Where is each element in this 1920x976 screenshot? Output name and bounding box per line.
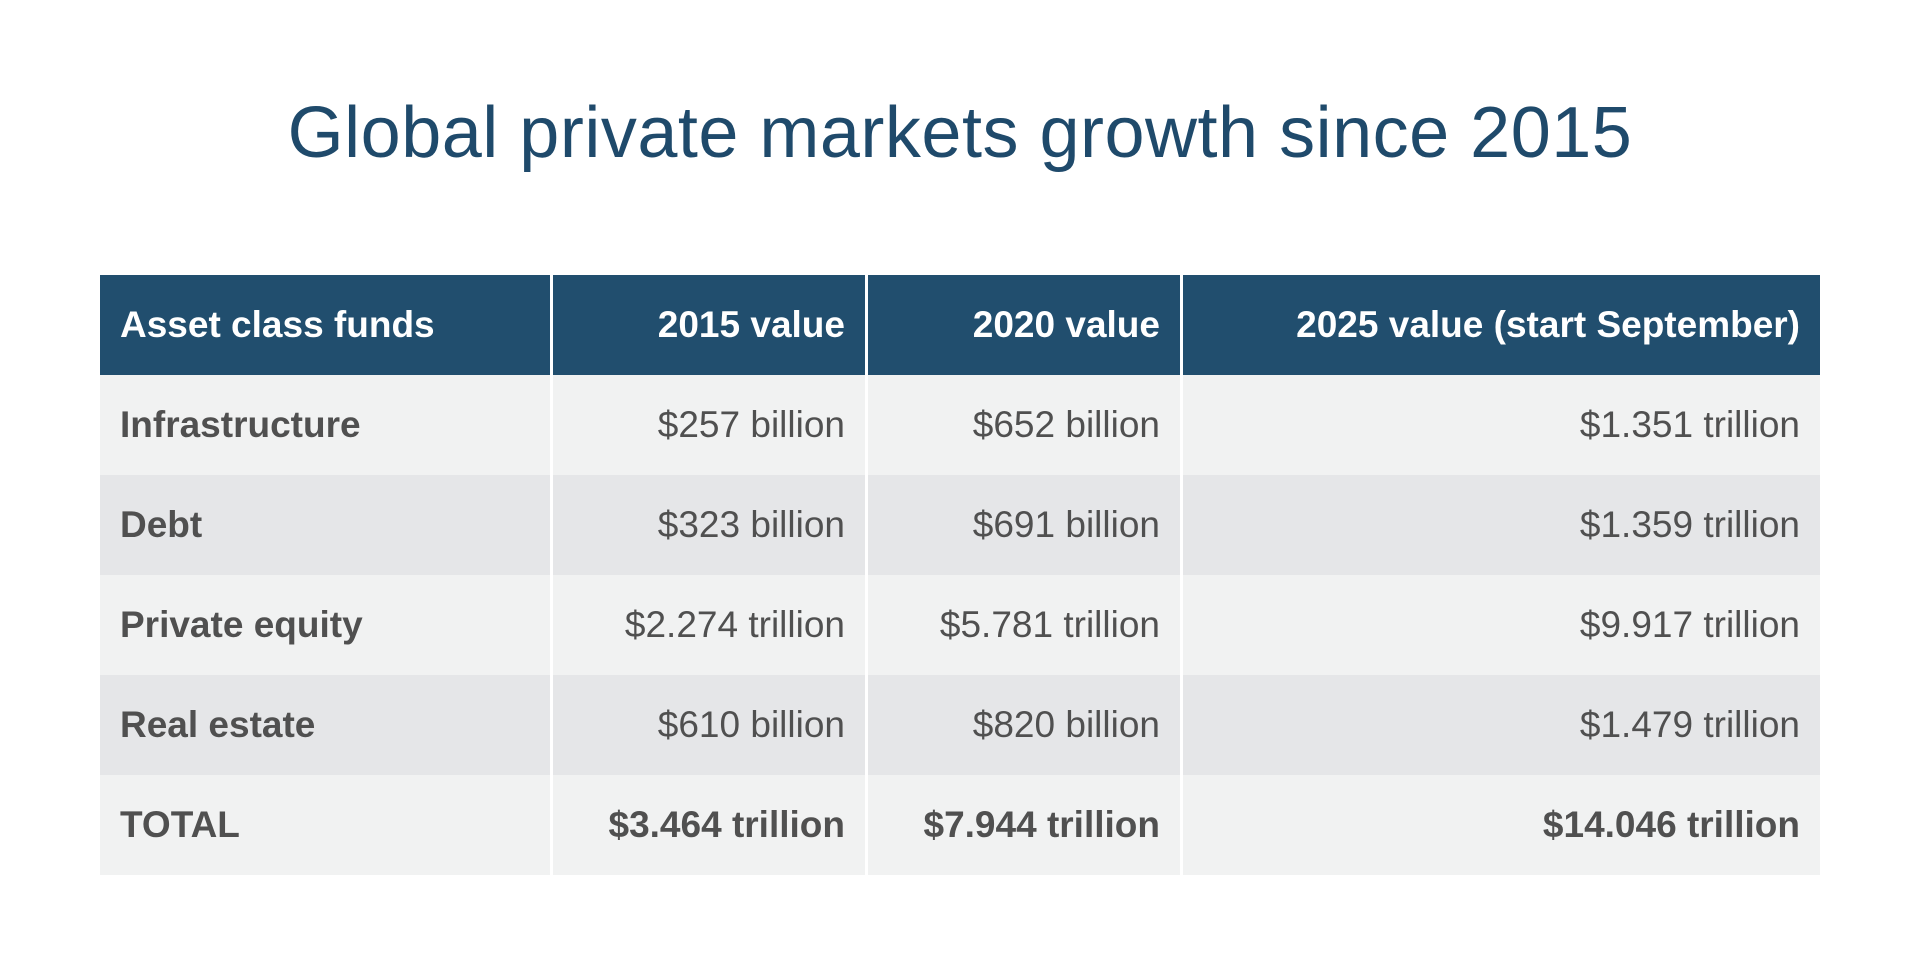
cell-2020: $820 billion	[865, 675, 1180, 775]
cell-2025: $1.479 trillion	[1180, 675, 1820, 775]
row-label: Infrastructure	[100, 375, 550, 475]
row-label: Private equity	[100, 575, 550, 675]
cell-2025: $9.917 trillion	[1180, 575, 1820, 675]
table-row-private-equity: Private equity $2.274 trillion $5.781 tr…	[100, 575, 1820, 675]
row-label: Real estate	[100, 675, 550, 775]
cell-2020: $652 billion	[865, 375, 1180, 475]
page-title: Global private markets growth since 2015	[287, 93, 1633, 173]
cell-2025: $1.351 trillion	[1180, 375, 1820, 475]
table-row-debt: Debt $323 billion $691 billion $1.359 tr…	[100, 475, 1820, 575]
cell-2015: $2.274 trillion	[550, 575, 865, 675]
cell-2020: $7.944 trillion	[865, 775, 1180, 875]
cell-2015: $323 billion	[550, 475, 865, 575]
cell-2015: $610 billion	[550, 675, 865, 775]
column-header-2015: 2015 value	[550, 275, 865, 375]
cell-2020: $691 billion	[865, 475, 1180, 575]
row-label: TOTAL	[100, 775, 550, 875]
table-row-infrastructure: Infrastructure $257 billion $652 billion…	[100, 375, 1820, 475]
table-row-real-estate: Real estate $610 billion $820 billion $1…	[100, 675, 1820, 775]
cell-2015: $257 billion	[550, 375, 865, 475]
cell-2015: $3.464 trillion	[550, 775, 865, 875]
column-header-asset-class: Asset class funds	[100, 275, 550, 375]
row-label: Debt	[100, 475, 550, 575]
cell-2025: $14.046 trillion	[1180, 775, 1820, 875]
asset-growth-table: Asset class funds 2015 value 2020 value …	[100, 275, 1820, 875]
column-header-2020: 2020 value	[865, 275, 1180, 375]
table-header-row: Asset class funds 2015 value 2020 value …	[100, 275, 1820, 375]
cell-2025: $1.359 trillion	[1180, 475, 1820, 575]
cell-2020: $5.781 trillion	[865, 575, 1180, 675]
table-row-total: TOTAL $3.464 trillion $7.944 trillion $1…	[100, 775, 1820, 875]
column-header-2025: 2025 value (start September)	[1180, 275, 1820, 375]
